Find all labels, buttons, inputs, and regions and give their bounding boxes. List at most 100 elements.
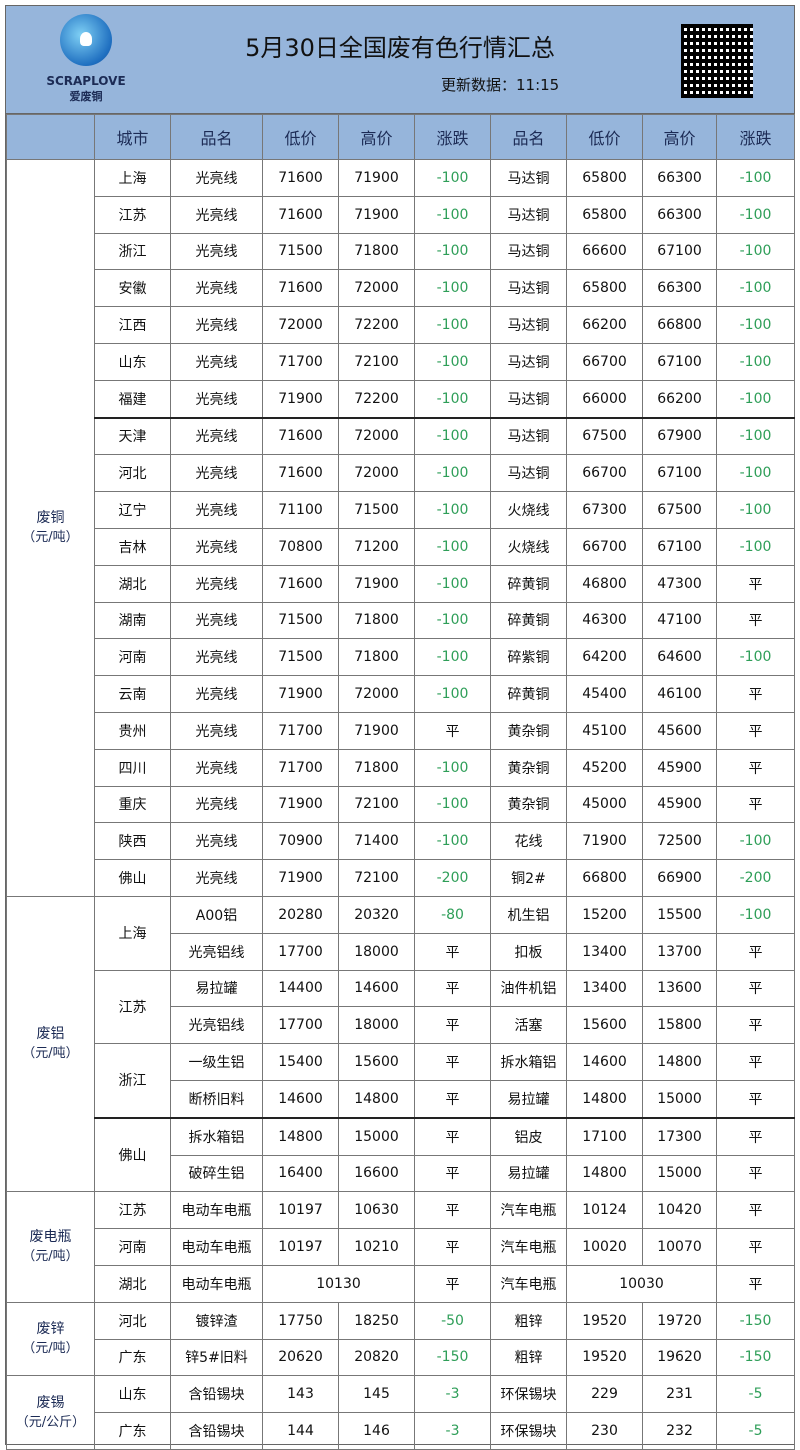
high-2: 64600 [642, 638, 717, 677]
low-1: 10130 [262, 1264, 415, 1303]
column-header: 低价 [566, 114, 643, 160]
city: 上海 [94, 159, 171, 197]
change-1: -200 [414, 859, 491, 897]
product-1: 光亮线 [170, 822, 263, 861]
low-1: 71700 [262, 342, 339, 381]
product-2: 黄杂铜 [490, 785, 567, 824]
table-row: 江苏 光亮线 71600 71900 -100 马达铜 65800 66300 -100 [7, 195, 795, 234]
high-1: 72000 [338, 675, 415, 713]
city: 河南 [94, 1228, 171, 1266]
product-1: 含铅锡块 [170, 1412, 263, 1450]
high-1: 71800 [338, 232, 415, 271]
change-2: -5 [716, 1412, 795, 1450]
low-2: 66700 [566, 342, 643, 381]
table-row: 河南 电动车电瓶 10197 10210 平汽车电瓶 10020 10070 平 [7, 1228, 795, 1266]
logo-text: SCRAPLOVE [46, 74, 126, 88]
product-1: 光亮线 [170, 491, 263, 529]
change-2: 平 [716, 675, 795, 713]
product-1: 光亮线 [170, 195, 263, 234]
table-row: 佛山 光亮线 71900 72100 -200 铜2# 66800 66900 -200 [7, 859, 795, 897]
change-1: 平 [414, 1006, 491, 1045]
product-1: 光亮线 [170, 306, 263, 344]
change-2: 平 [716, 1154, 795, 1193]
low-2: 71900 [566, 822, 643, 861]
table-row: 广东 含铅锡块 144 146 -3 环保锡块 230 232 -5 [7, 1412, 795, 1450]
product-2: 马达铜 [490, 342, 567, 381]
high-2: 46100 [642, 675, 717, 713]
product-2: 油件机铝 [490, 969, 567, 1008]
change-2: 平 [716, 1006, 795, 1045]
product-2: 活塞 [490, 1006, 567, 1045]
low-1: 71900 [262, 859, 339, 897]
table-row: 河南 光亮线 71500 71800 -100 碎紫铜 64200 64600 -100 [7, 638, 795, 677]
high-2: 14800 [642, 1043, 717, 1081]
table-row: 湖南 光亮线 71500 71800 -100 碎黄铜 46300 47100 平 [7, 601, 795, 640]
product-1: 电动车电瓶 [170, 1191, 263, 1230]
low-1: 71700 [262, 711, 339, 750]
product-1: 光亮线 [170, 748, 263, 787]
high-2: 10420 [642, 1191, 717, 1230]
low-2: 65800 [566, 159, 643, 197]
change-1: -100 [414, 416, 491, 456]
city: 山东 [94, 1375, 171, 1414]
city: 江西 [94, 306, 171, 344]
low-2: 66600 [566, 232, 643, 271]
category-cell: 废锌 （元/吨） [6, 1301, 95, 1377]
product-2: 马达铜 [490, 159, 567, 197]
low-2: 13400 [566, 969, 643, 1008]
high-1: 71400 [338, 822, 415, 861]
low-1: 71600 [262, 195, 339, 234]
low-2: 15600 [566, 1006, 643, 1045]
high-2: 67100 [642, 527, 717, 566]
city: 江苏 [94, 969, 171, 1045]
column-header: 品名 [170, 114, 263, 160]
city: 河南 [94, 638, 171, 677]
low-1: 71600 [262, 159, 339, 197]
column-header: 高价 [338, 114, 415, 160]
low-1: 71600 [262, 564, 339, 603]
low-2: 19520 [566, 1301, 643, 1340]
high-2: 67100 [642, 342, 717, 381]
product-1: 光亮线 [170, 601, 263, 640]
low-1: 71500 [262, 638, 339, 677]
low-2: 14800 [566, 1154, 643, 1193]
city: 河北 [94, 454, 171, 493]
change-1: -50 [414, 1301, 491, 1340]
high-1: 20320 [338, 895, 415, 934]
high-2: 19620 [642, 1338, 717, 1377]
city: 佛山 [94, 859, 171, 897]
low-1: 10197 [262, 1228, 339, 1266]
low-1: 17700 [262, 1006, 339, 1045]
change-1: -100 [414, 342, 491, 381]
high-2: 17300 [642, 1116, 717, 1156]
product-1: 光亮线 [170, 638, 263, 677]
product-2: 火烧线 [490, 491, 567, 529]
product-2: 马达铜 [490, 454, 567, 493]
low-2: 46800 [566, 564, 643, 603]
high-1: 10630 [338, 1191, 415, 1230]
column-header: 低价 [262, 114, 339, 160]
high-2: 19720 [642, 1301, 717, 1340]
product-2: 汽车电瓶 [490, 1264, 567, 1303]
price-summary-sheet: SCRAPLOVE 爱废铜 5月30日全国废有色行情汇总 更新数据：11:15 … [5, 5, 795, 1450]
product-2: 火烧线 [490, 527, 567, 566]
product-2: 环保锡块 [490, 1412, 567, 1450]
product-2: 扣板 [490, 932, 567, 971]
low-2: 19520 [566, 1338, 643, 1377]
low-1: 71500 [262, 601, 339, 640]
product-2: 黄杂铜 [490, 748, 567, 787]
change-1: -3 [414, 1412, 491, 1450]
low-1: 143 [262, 1375, 339, 1414]
high-1: 72200 [338, 306, 415, 344]
high-2: 15800 [642, 1006, 717, 1045]
table-row: 安徽 光亮线 71600 72000 -100 马达铜 65800 66300 -100 [7, 269, 795, 308]
change-1: -100 [414, 379, 491, 419]
product-1: 光亮线 [170, 379, 263, 419]
city: 江苏 [94, 195, 171, 234]
low-1: 71900 [262, 379, 339, 419]
product-2: 碎黄铜 [490, 601, 567, 640]
table-row: 天津 光亮线 71600 72000 -100 马达铜 67500 67900 -100 [7, 416, 795, 456]
high-2: 15000 [642, 1079, 717, 1119]
product-1: 光亮铝线 [170, 1006, 263, 1045]
category-name: 废电瓶 [29, 1229, 72, 1245]
